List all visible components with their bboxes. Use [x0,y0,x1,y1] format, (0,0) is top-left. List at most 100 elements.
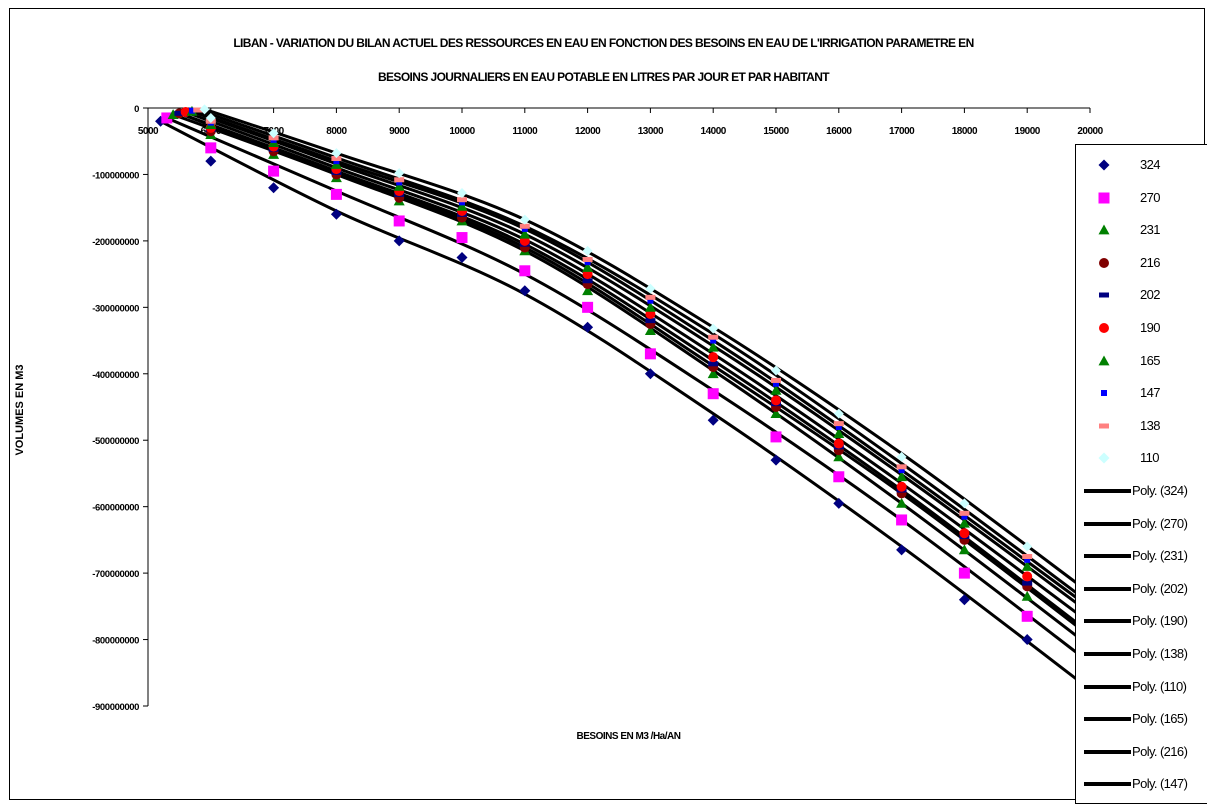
point-marker [519,265,531,277]
point-marker [958,544,970,555]
trendline [185,110,1091,625]
x-tick-label: 19000 [1015,126,1041,137]
point-marker [582,245,593,256]
y-tick-label: -700000000 [92,569,139,580]
legend-line-sample [1084,782,1131,787]
point-marker [833,438,844,449]
y-tick-label: -900000000 [92,702,139,713]
point-marker [959,510,970,516]
point-marker [582,301,594,313]
point-marker [707,388,719,400]
legend-label: Poly. (138) [1132,646,1188,661]
legend-marker [1098,355,1110,365]
point-marker [519,285,531,297]
legend-label: 231 [1140,222,1160,238]
x-axis-label-wrap: BESOINS EN M3 /Ha/AN [0,731,1207,742]
legend-marker [1099,323,1109,333]
point-marker [457,188,467,199]
point-marker [1021,610,1033,622]
point-marker [961,513,968,520]
point-marker [582,321,594,333]
legend-line-sample [1084,521,1131,526]
point-marker [645,318,656,324]
trendline [178,111,1091,635]
point-marker [582,278,593,284]
point-marker [394,177,405,183]
y-tick-label: -300000000 [92,303,139,314]
point-marker [835,423,842,430]
x-tick-label: 8000 [326,126,347,137]
trendline [172,113,1091,648]
point-marker [644,368,656,380]
point-marker [456,232,468,244]
point-marker [174,110,185,116]
point-marker [188,107,195,114]
point-marker [584,259,591,266]
point-marker [644,301,656,312]
legend-marker [1098,159,1110,171]
point-marker [1021,560,1033,571]
legend-line-sample [1084,586,1131,591]
point-marker [898,467,905,474]
y-tick-label: -600000000 [92,503,139,514]
legend-label: Poly. (165) [1132,711,1188,727]
point-marker [896,481,907,492]
point-marker [710,337,717,344]
y-tick-label: -800000000 [92,636,139,647]
legend-item: 147 [1076,377,1207,409]
point-marker [205,142,217,154]
x-tick-label: 12000 [575,126,601,137]
point-marker [268,182,280,194]
point-marker [330,188,342,200]
point-marker [1022,541,1033,552]
point-marker [582,261,594,272]
y-tick-label: -100000000 [92,170,139,181]
point-marker [959,528,970,539]
point-marker [958,517,970,528]
x-tick-label: 9000 [389,126,410,137]
point-marker [1022,571,1033,582]
legend-item: Poly. (110) [1076,671,1207,703]
legend-item: 138 [1076,410,1207,442]
legend-line-sample [1084,554,1131,559]
legend-line-sample [1084,619,1131,624]
point-marker [896,451,907,462]
legend-marker [1099,257,1109,268]
legend-item: 270 [1076,182,1207,214]
point-marker [333,158,340,165]
point-marker [519,214,530,225]
point-marker [833,408,844,419]
point-marker [393,180,405,191]
point-marker [1021,590,1033,601]
legend-item: Poly. (216) [1076,736,1207,768]
legend-item: Poly. (190) [1076,605,1207,637]
legend-item: 110 [1076,442,1207,474]
point-marker [519,228,531,239]
legend-line-sample [1084,684,1131,689]
trendline [159,119,1091,691]
point-marker [833,421,844,427]
x-tick-label: 11000 [512,126,538,137]
point-marker [582,256,593,262]
point-marker [958,594,970,606]
legend-label: 202 [1140,287,1160,303]
x-tick-label: 17000 [889,126,915,137]
legend-label: 147 [1140,385,1160,401]
legend-marker [1099,292,1109,298]
point-marker [645,283,656,294]
point-marker [647,297,654,304]
point-marker [708,361,719,367]
point-marker [896,514,908,526]
legend-label: Poly. (324) [1132,483,1188,498]
point-marker [331,148,342,159]
x-tick-label: 14000 [701,126,727,137]
point-marker [770,431,782,443]
point-marker [833,471,845,483]
point-marker [521,225,528,232]
legend: 324 270 231 216 202 190 165 147 138 110 Poly. (324… [1075,144,1207,804]
point-marker [205,112,216,123]
point-marker [644,325,656,335]
x-tick-label: 13000 [638,126,664,137]
point-marker [199,104,210,115]
legend-line-sample [1084,749,1131,754]
